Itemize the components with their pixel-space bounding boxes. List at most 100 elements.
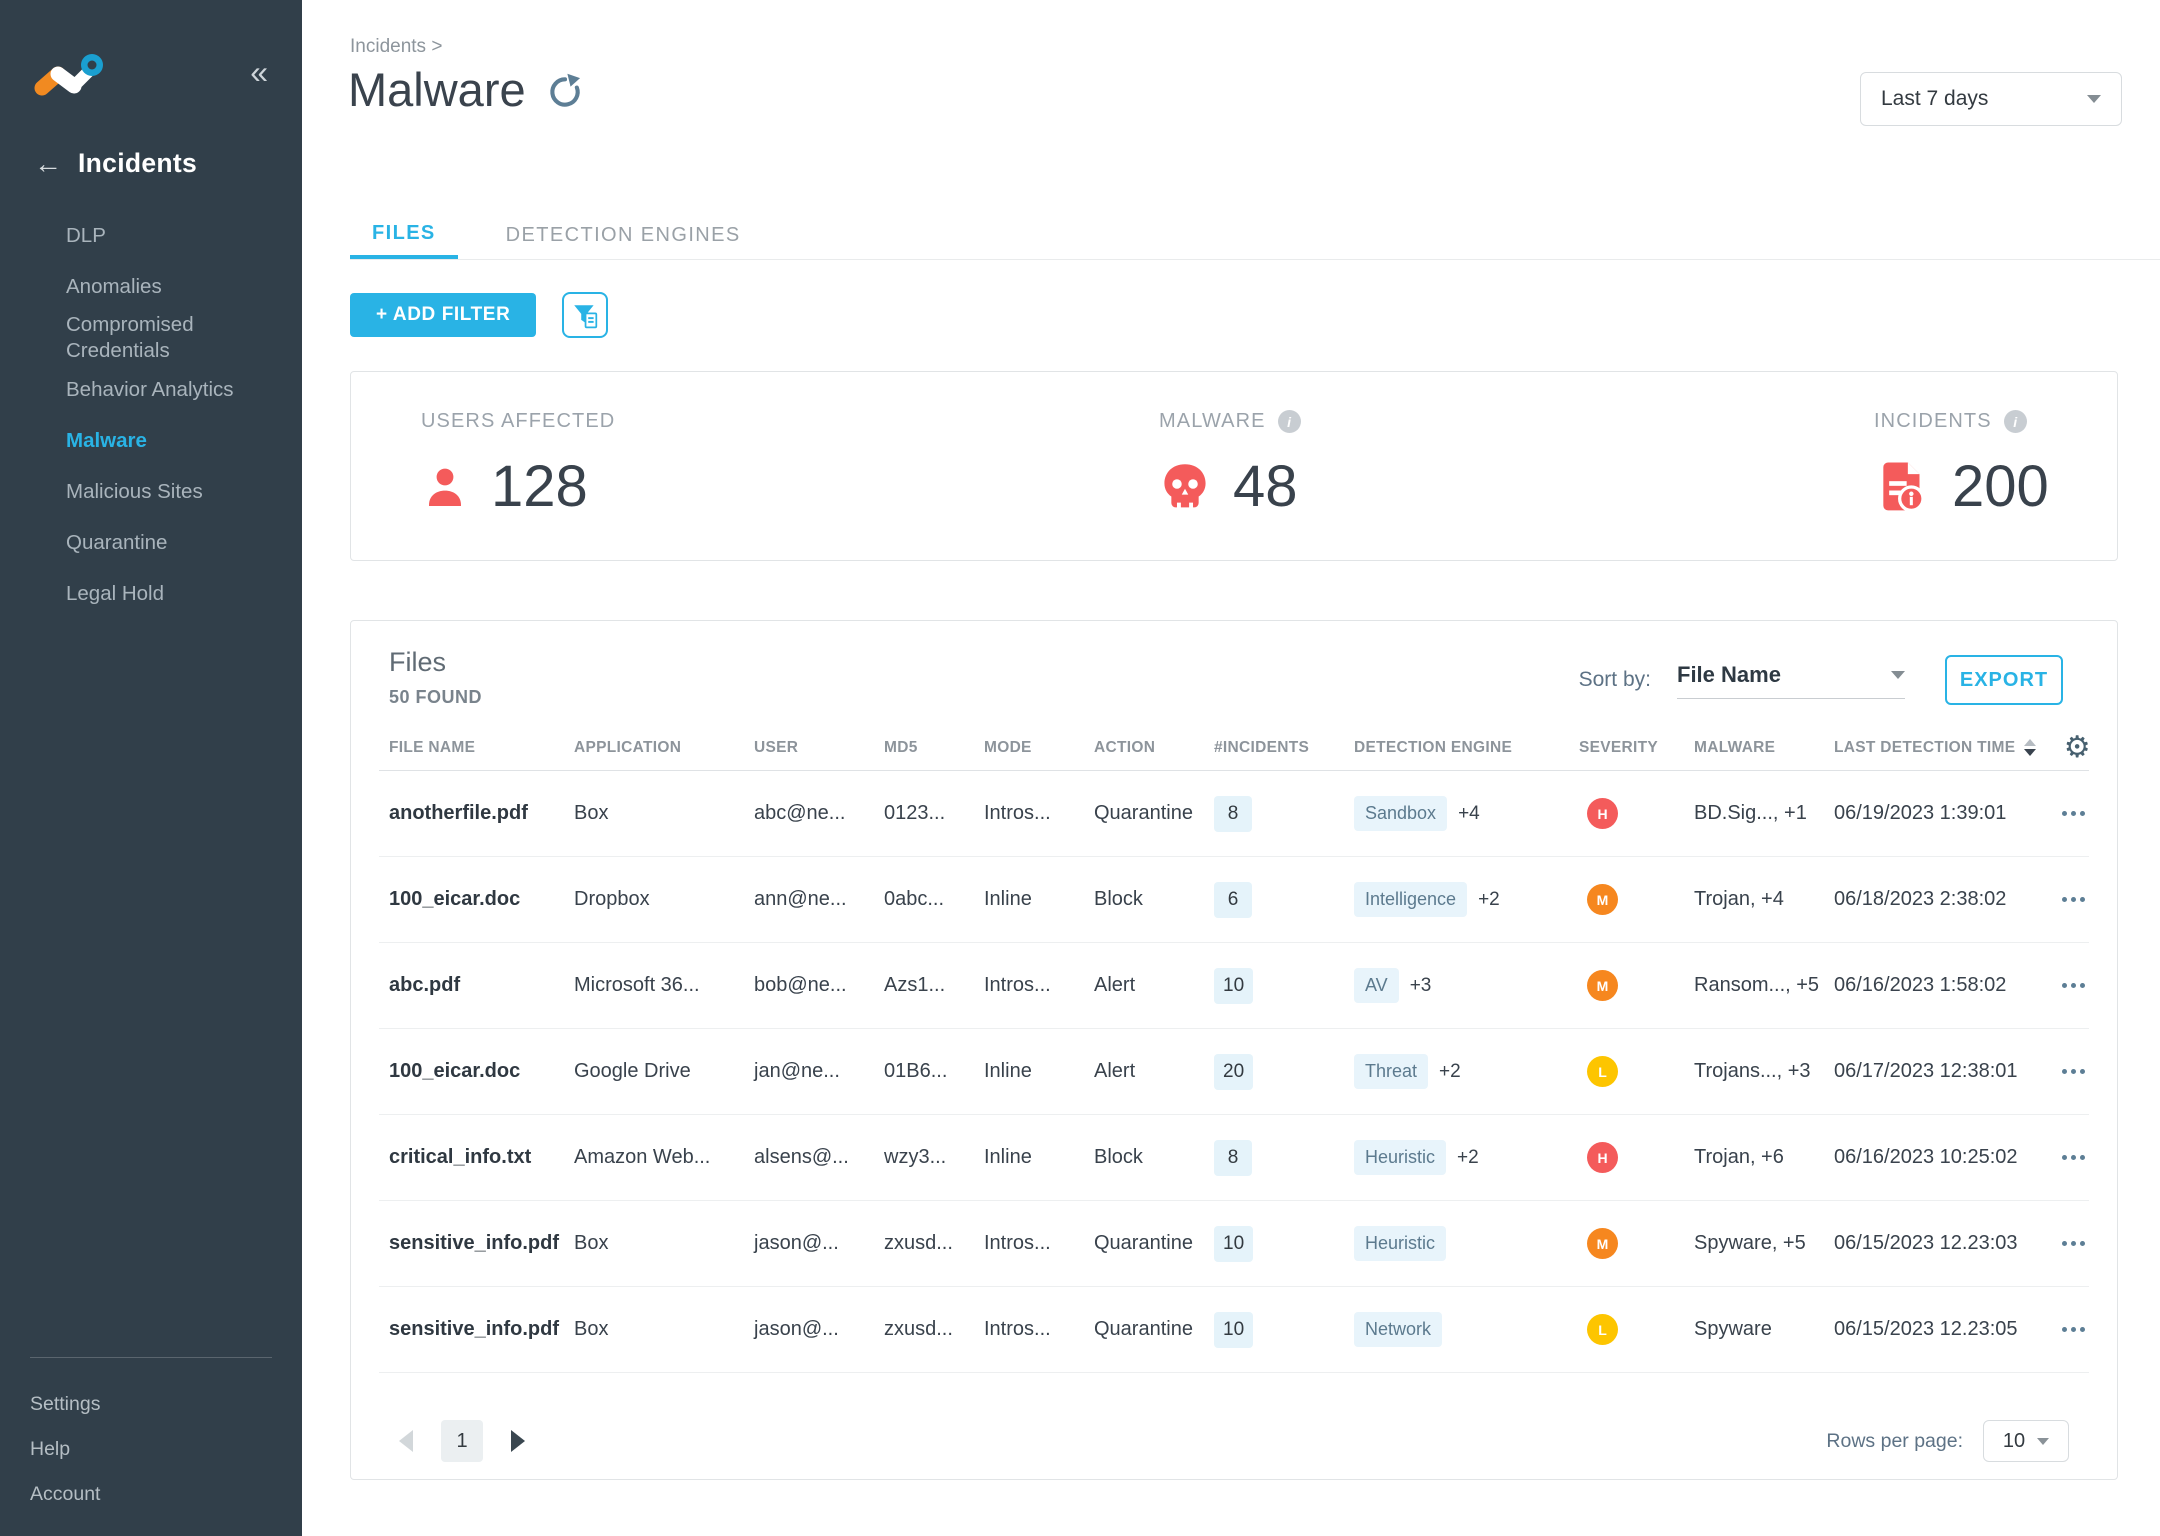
table-row[interactable]: abc.pdf Microsoft 36... bob@ne... Azs1..… — [379, 943, 2089, 1029]
detection-engine-chip: Sandbox — [1354, 796, 1448, 831]
rows-per-page-label: Rows per page: — [1826, 1429, 1963, 1452]
col-action[interactable]: ACTION — [1094, 738, 1156, 756]
malware-label: MALWARE — [1159, 410, 1266, 432]
back-arrow-icon[interactable]: ← — [34, 147, 62, 179]
funnel-document-icon — [574, 305, 598, 329]
page-title: Malware — [348, 63, 526, 116]
rows-per-page-value: 10 — [2002, 1429, 2026, 1452]
sidebar-item-anomalies[interactable]: Anomalies — [66, 274, 162, 298]
incidents-count-value: 200 — [1952, 454, 2049, 519]
tab-files[interactable]: FILES — [350, 212, 458, 259]
row-menu-icon[interactable] — [2041, 1241, 2091, 1246]
severity-badge: L — [1587, 1314, 1618, 1345]
cell-action: Block — [1094, 1146, 1143, 1168]
date-range-value: Last 7 days — [1881, 87, 1989, 110]
info-icon[interactable]: i — [2003, 410, 2027, 433]
rows-per-page-select[interactable]: 10 — [1983, 1420, 2069, 1462]
row-menu-icon[interactable] — [2041, 1155, 2091, 1160]
cell-application: Box — [574, 802, 609, 824]
severity-badge: H — [1587, 798, 1618, 829]
sidebar-collapse-icon[interactable]: « — [250, 54, 268, 90]
table-row[interactable]: critical_info.txt Amazon Web... alsens@.… — [379, 1115, 2089, 1201]
sidebar-item-legal-hold[interactable]: Legal Hold — [66, 581, 165, 605]
col-user[interactable]: USER — [754, 738, 799, 756]
page-number-button[interactable]: 1 — [441, 1420, 483, 1462]
table-row[interactable]: 100_eicar.doc Google Drive jan@ne... 01B… — [379, 1029, 2089, 1115]
cell-malware: Trojans..., +3 — [1694, 1060, 1811, 1082]
sidebar-item-quarantine[interactable]: Quarantine — [66, 530, 168, 554]
cell-file-name[interactable]: sensitive_info.pdf — [389, 1318, 560, 1340]
files-table-card: Files 50 FOUND Sort by: File Name EXPORT… — [350, 620, 2118, 1480]
cell-file-name[interactable]: abc.pdf — [389, 974, 461, 996]
cell-action: Quarantine — [1094, 1232, 1193, 1254]
cell-mode: Inline — [984, 888, 1032, 910]
col-md5[interactable]: MD5 — [884, 738, 918, 756]
column-settings-gear-icon[interactable]: ⚙ — [2063, 730, 2091, 764]
sidebar-item-account[interactable]: Account — [30, 1483, 101, 1505]
sidebar-item-settings[interactable]: Settings — [30, 1393, 101, 1415]
sidebar-item-malware[interactable]: Malware — [66, 428, 147, 452]
tab-detection-engines[interactable]: DETECTION ENGINES — [505, 224, 741, 246]
previous-page-icon[interactable] — [399, 1430, 413, 1452]
col-severity[interactable]: SEVERITY — [1579, 738, 1659, 756]
engine-extra-count: +2 — [1478, 888, 1500, 910]
breadcrumb[interactable]: Incidents > — [350, 36, 443, 57]
sort-by-select[interactable]: File Name — [1677, 662, 1905, 699]
next-page-icon[interactable] — [511, 1430, 525, 1452]
col-last-detection-time-label: LAST DETECTION TIME — [1834, 738, 2016, 756]
cell-md5: 0abc... — [884, 888, 945, 910]
files-panel-title: Files — [389, 647, 447, 677]
cell-action: Block — [1094, 888, 1143, 910]
sidebar-item-help[interactable]: Help — [30, 1438, 71, 1460]
row-menu-icon[interactable] — [2041, 1069, 2091, 1074]
cell-file-name[interactable]: sensitive_info.pdf — [389, 1232, 560, 1254]
col-application[interactable]: APPLICATION — [574, 738, 682, 756]
col-incidents[interactable]: #INCIDENTS — [1214, 738, 1310, 756]
cell-action: Quarantine — [1094, 802, 1193, 824]
cell-last-detection-time: 06/16/2023 1:58:02 — [1834, 974, 2007, 996]
sidebar-footer: Settings Help Account — [30, 1382, 276, 1517]
col-malware[interactable]: MALWARE — [1694, 738, 1776, 756]
row-menu-icon[interactable] — [2041, 983, 2091, 988]
incidents-count-badge: 6 — [1214, 881, 1252, 918]
chevron-down-icon — [2037, 1437, 2050, 1445]
cell-file-name[interactable]: anotherfile.pdf — [389, 802, 528, 824]
sidebar-item-malicious-sites[interactable]: Malicious Sites — [66, 479, 203, 503]
sidebar-item-compromised-credentials[interactable]: Compromised Credentials — [66, 313, 194, 362]
cell-last-detection-time: 06/17/2023 12:38:01 — [1834, 1060, 2018, 1082]
table-row[interactable]: sensitive_info.pdf Box jason@... zxusd..… — [379, 1201, 2089, 1287]
incidents-label: INCIDENTS — [1874, 410, 1992, 432]
sidebar-item-dlp[interactable]: DLP — [66, 223, 106, 247]
col-last-detection-time[interactable]: LAST DETECTION TIME — [1824, 739, 2041, 757]
col-file-name[interactable]: FILE NAME — [389, 738, 476, 756]
row-menu-icon[interactable] — [2041, 811, 2091, 816]
table-row[interactable]: anotherfile.pdf Box abc@ne... 0123... In… — [379, 771, 2089, 857]
sidebar-divider — [30, 1357, 272, 1358]
cell-last-detection-time: 06/18/2023 2:38:02 — [1834, 888, 2007, 910]
cell-file-name[interactable]: 100_eicar.doc — [389, 1060, 521, 1082]
sidebar-item-behavior-analytics[interactable]: Behavior Analytics — [66, 377, 234, 401]
col-mode[interactable]: MODE — [984, 738, 1032, 756]
table-row[interactable]: sensitive_info.pdf Box jason@... zxusd..… — [379, 1287, 2089, 1373]
date-range-select[interactable]: Last 7 days — [1860, 72, 2122, 126]
export-button[interactable]: EXPORT — [1945, 655, 2063, 705]
cell-mode: Intros... — [984, 1232, 1051, 1254]
row-menu-icon[interactable] — [2041, 1327, 2091, 1332]
cell-file-name[interactable]: critical_info.txt — [389, 1146, 532, 1168]
col-detection-engine[interactable]: DETECTION ENGINE — [1354, 738, 1513, 756]
users-affected-value: 128 — [491, 454, 588, 519]
user-icon — [429, 468, 461, 506]
cell-mode: Intros... — [984, 1318, 1051, 1340]
cell-md5: 0123... — [884, 802, 946, 824]
info-icon[interactable]: i — [1277, 410, 1301, 433]
cell-malware: BD.Sig..., +1 — [1694, 802, 1807, 824]
cell-md5: zxusd... — [884, 1232, 953, 1254]
table-row[interactable]: 100_eicar.doc Dropbox ann@ne... 0abc... … — [379, 857, 2089, 943]
add-filter-button[interactable]: + ADD FILTER — [350, 293, 537, 337]
sort-arrows-icon[interactable] — [2024, 739, 2037, 756]
row-menu-icon[interactable] — [2041, 897, 2091, 902]
refresh-icon[interactable] — [546, 73, 584, 116]
cell-application: Google Drive — [574, 1060, 691, 1082]
cell-file-name[interactable]: 100_eicar.doc — [389, 888, 521, 910]
filter-settings-button[interactable] — [562, 292, 609, 338]
